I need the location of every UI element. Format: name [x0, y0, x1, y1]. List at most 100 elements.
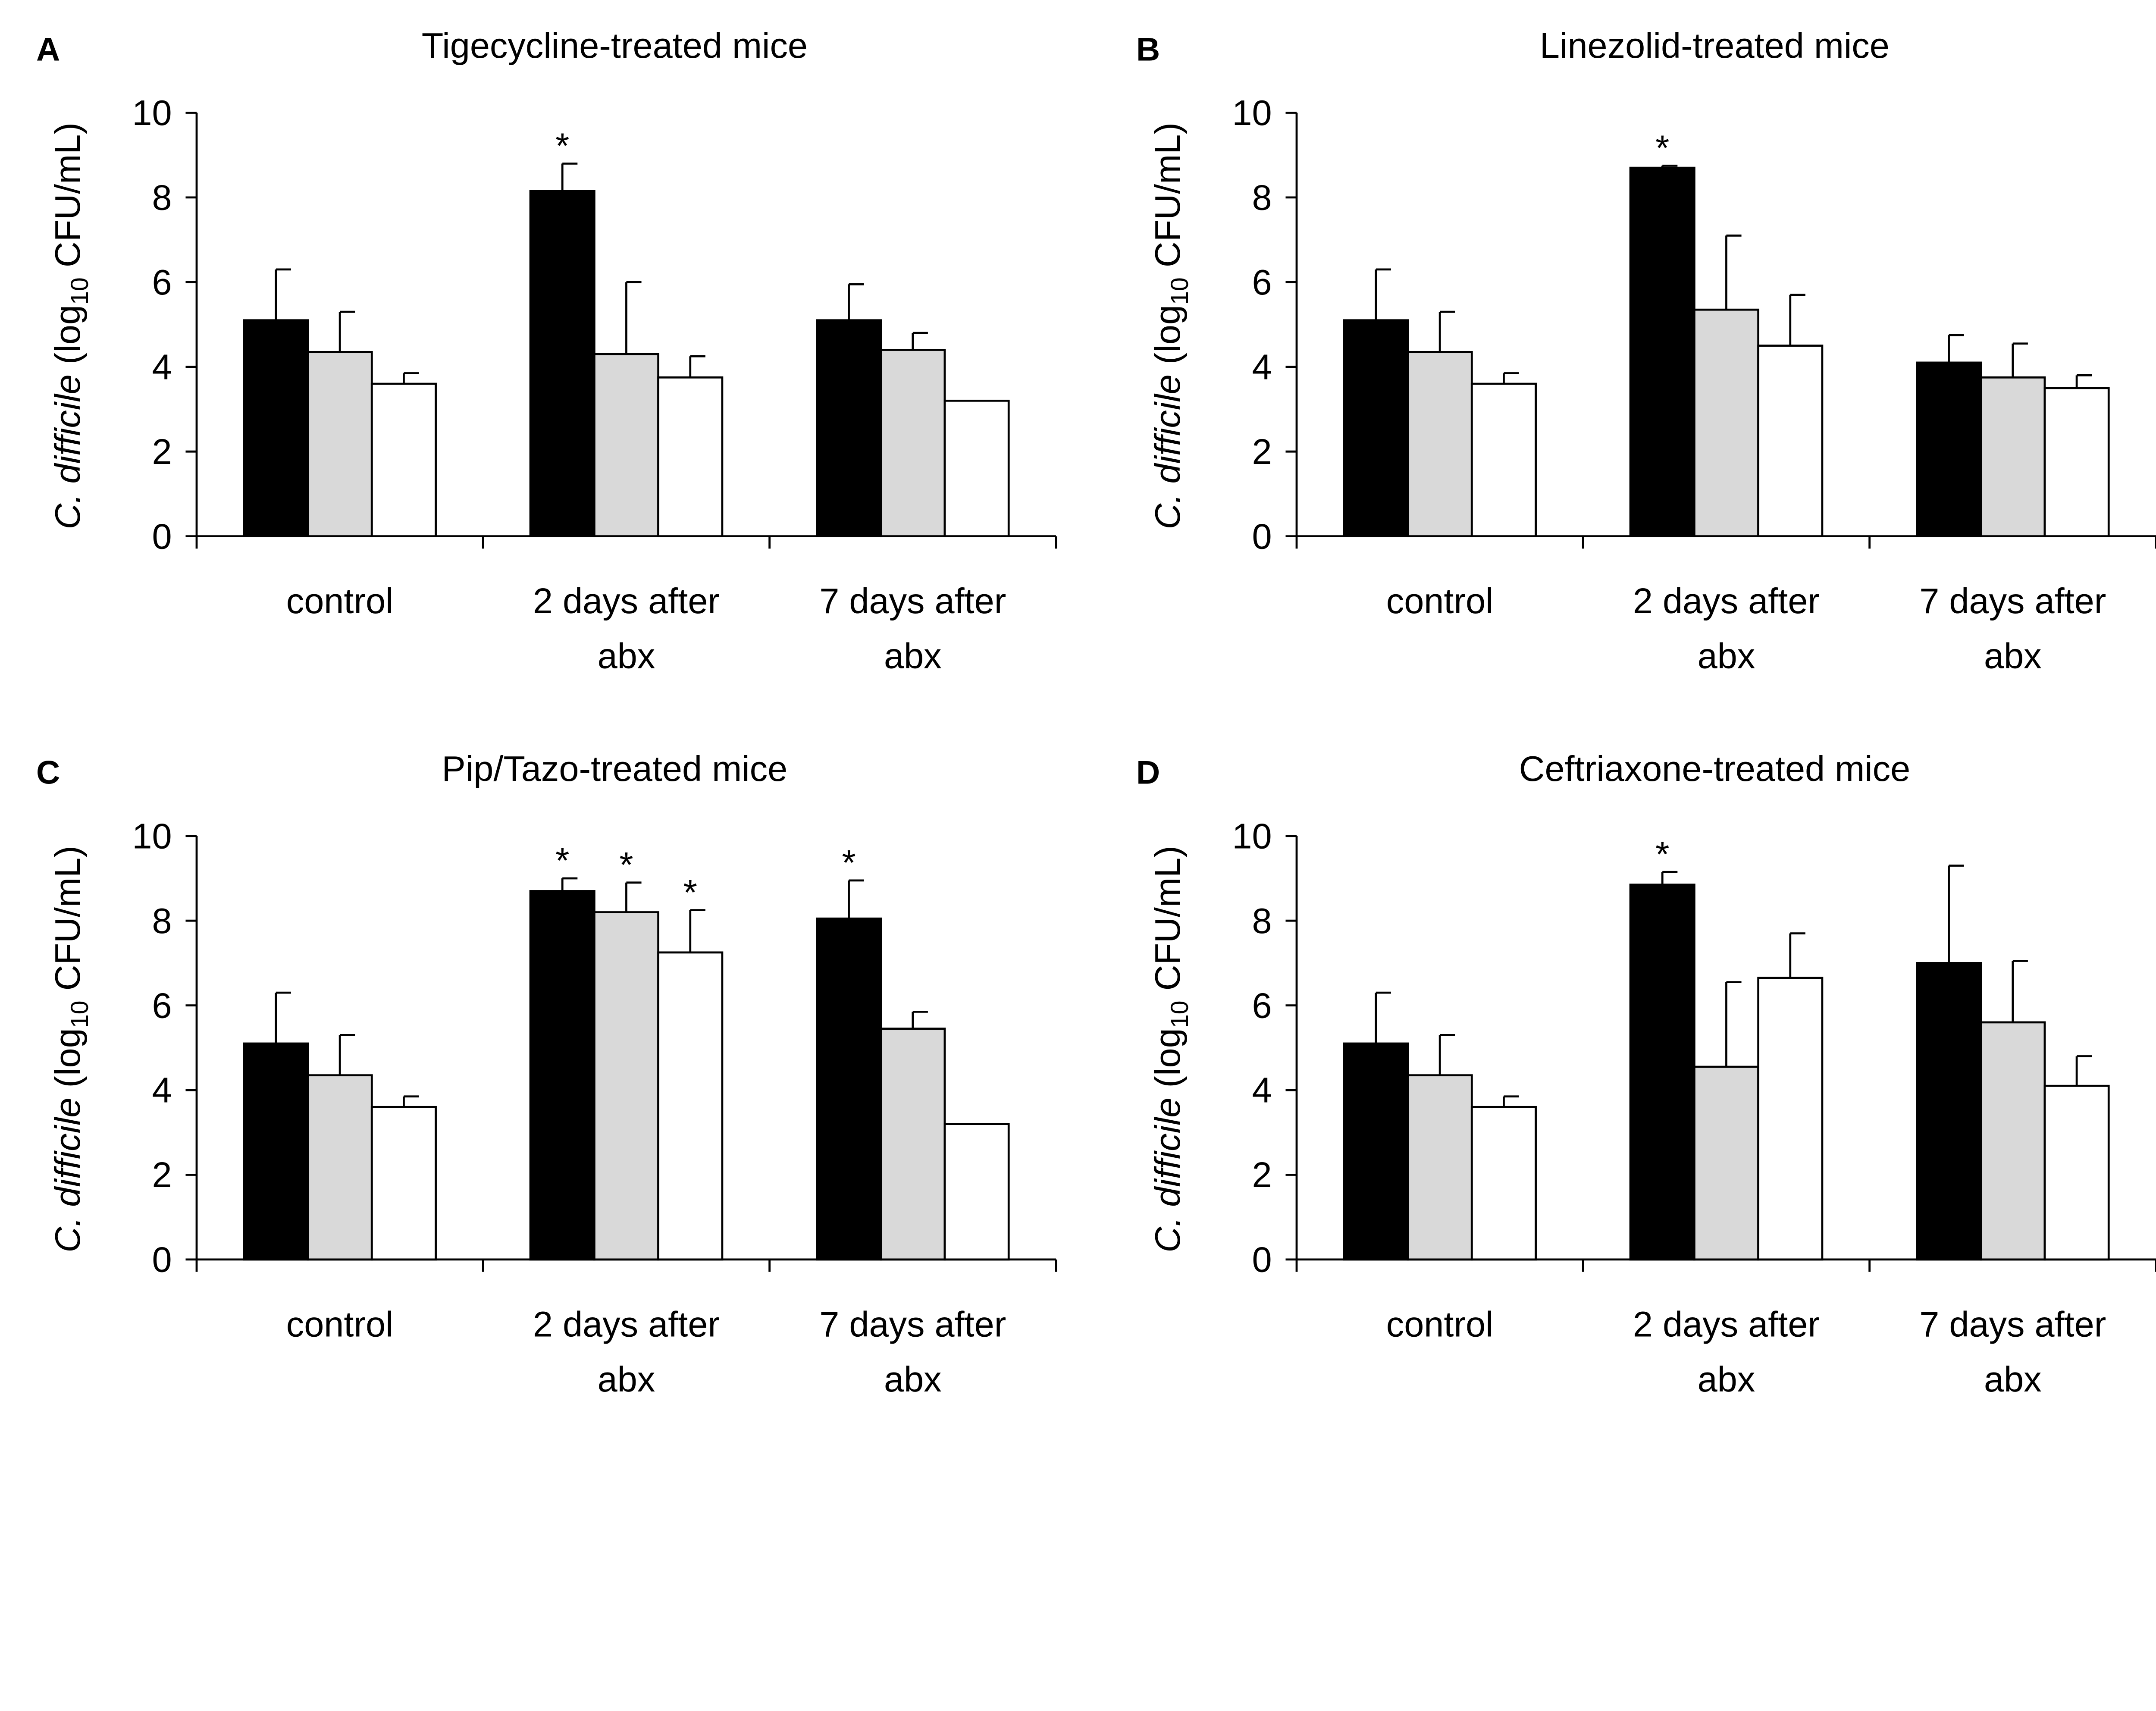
y-label-italic: C. difficile: [1147, 1098, 1188, 1253]
y-tick-label: 2: [152, 1155, 172, 1195]
y-label-text: (log: [1147, 305, 1188, 374]
y-tick-label: 4: [1252, 347, 1272, 387]
bar-white: [1470, 1106, 1537, 1261]
y-tick-label: 0: [1252, 1240, 1272, 1280]
x-tick-label: 7 days after: [1919, 581, 2106, 621]
x-tick-label: 7 days after: [819, 581, 1006, 621]
panel-A: A Tigecycline-treated mice C. difficile (l…: [36, 25, 1057, 676]
x-tick-label: 2 days after: [1633, 581, 1820, 621]
y-axis-label: C. difficile (log10 CFU/mL): [1147, 846, 1194, 1253]
y-tick-label: 2: [1252, 1155, 1272, 1195]
significance-marker: *: [619, 845, 633, 885]
y-tick-label: 8: [1252, 901, 1272, 941]
bar-gray: [1980, 1021, 2046, 1261]
y-tick-label: 2: [1252, 432, 1272, 472]
bar-gray: [1693, 308, 1760, 538]
x-tick-label: abx: [1698, 1359, 1755, 1399]
x-tick-label: abx: [1698, 636, 1755, 676]
x-tick-label: control: [286, 581, 394, 621]
bar-black: [1343, 319, 1409, 538]
y-label-italic: C. difficile: [47, 1098, 88, 1253]
y-label-italic: C. difficile: [1147, 374, 1188, 529]
x-tick-label: abx: [1984, 636, 2042, 676]
x-tick-label: 7 days after: [819, 1304, 1006, 1344]
y-tick-label: 6: [152, 262, 172, 302]
y-label-text: (log: [1147, 1028, 1188, 1097]
panel-letter: D: [1136, 755, 1160, 791]
panel-letter: C: [36, 755, 60, 791]
y-label-end: CFU/mL): [1147, 846, 1188, 1000]
x-tick-label: control: [1386, 1304, 1494, 1344]
y-label-italic: C. difficile: [47, 374, 88, 529]
y-tick-label: 2: [152, 432, 172, 472]
bar-white: [943, 1123, 1010, 1261]
bar-black: [1629, 166, 1695, 538]
bar-gray: [880, 349, 946, 538]
y-tick-label: 6: [1252, 262, 1272, 302]
significance-marker: *: [555, 126, 569, 166]
bar-white: [1470, 382, 1537, 538]
bar-black: [529, 890, 595, 1261]
bar-black: [529, 190, 595, 538]
bar-gray: [1407, 1074, 1473, 1261]
y-tick-label: 10: [132, 816, 172, 856]
bar-white: [370, 1106, 437, 1261]
bar-gray: [307, 1074, 373, 1261]
panel-letter: B: [1136, 31, 1160, 68]
y-tick-label: 6: [1252, 985, 1272, 1025]
x-tick-label: 2 days after: [533, 1304, 720, 1344]
bar-gray: [307, 351, 373, 538]
bar-black: [1629, 884, 1695, 1261]
y-tick-label: 4: [1252, 1070, 1272, 1110]
bar-black: [243, 319, 309, 538]
y-label-text: (log: [47, 1028, 88, 1097]
y-tick-label: 0: [1252, 516, 1272, 556]
significance-marker: *: [555, 840, 569, 881]
x-tick-label: control: [1386, 581, 1494, 621]
x-tick-label: abx: [884, 1359, 942, 1399]
x-tick-label: abx: [884, 636, 942, 676]
x-tick-label: abx: [598, 636, 655, 676]
x-tick-label: 7 days after: [1919, 1304, 2106, 1344]
bar-gray: [880, 1028, 946, 1261]
chart-title: Pip/Tazo-treated mice: [442, 749, 788, 789]
y-tick-label: 10: [1232, 816, 1272, 856]
y-tick-label: 8: [152, 901, 172, 941]
y-tick-label: 6: [152, 985, 172, 1025]
y-axis-label: C. difficile (log10 CFU/mL): [47, 846, 94, 1253]
y-label-sub: 10: [1166, 1000, 1194, 1028]
bar-white: [2043, 1084, 2110, 1261]
bar-gray: [593, 911, 660, 1261]
y-label-end: CFU/mL): [1147, 122, 1188, 277]
y-axis-label: C. difficile (log10 CFU/mL): [47, 122, 94, 530]
chart-title: Linezolid-treated mice: [1540, 25, 1890, 66]
chart-title: Tigecycline-treated mice: [422, 25, 808, 66]
y-tick-label: 10: [132, 93, 172, 133]
x-tick-label: 2 days after: [1633, 1304, 1820, 1344]
y-tick-label: 0: [152, 1240, 172, 1280]
bar-black: [816, 917, 882, 1261]
bar-white: [370, 382, 437, 538]
y-tick-label: 4: [152, 347, 172, 387]
y-axis-label: C. difficile (log10 CFU/mL): [1147, 122, 1194, 530]
significance-marker: *: [1655, 128, 1669, 168]
y-tick-label: 4: [152, 1070, 172, 1110]
panel-letter: A: [36, 31, 60, 68]
y-label-sub: 10: [1166, 277, 1194, 305]
bar-black: [1916, 962, 1982, 1261]
y-label-text: (log: [47, 305, 88, 374]
panel-D: D Ceftriaxone-treated mice C. difficile (l…: [1136, 749, 2156, 1399]
y-label-sub: 10: [66, 1000, 94, 1028]
bar-white: [943, 399, 1010, 538]
bar-black: [243, 1042, 309, 1261]
y-label-sub: 10: [66, 277, 94, 305]
significance-marker: *: [683, 872, 697, 912]
bar-white: [1757, 977, 1824, 1261]
bar-black: [816, 319, 882, 538]
x-tick-label: abx: [1984, 1359, 2042, 1399]
bar-black: [1343, 1042, 1409, 1261]
bar-white: [1757, 345, 1824, 538]
bar-gray: [1980, 376, 2046, 538]
y-label-end: CFU/mL): [47, 846, 88, 1000]
